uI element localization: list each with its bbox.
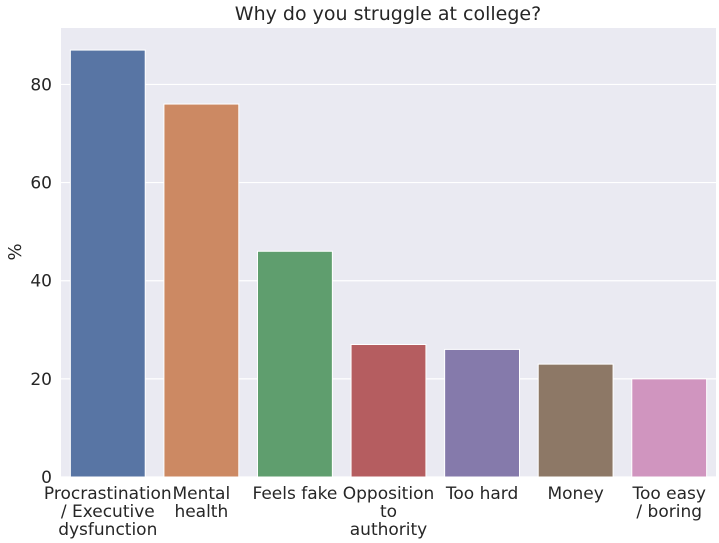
bar-2 — [163, 103, 240, 478]
bars — [69, 49, 708, 478]
y-tick-label: 0 — [41, 468, 52, 488]
x-tick-label: Feels fake — [252, 484, 337, 504]
y-tick-label: 60 — [30, 174, 52, 194]
x-tick-label-line: Too hard — [445, 484, 518, 504]
x-tick-labels: Procrastination / Executive dysfunctionMen… — [44, 484, 706, 540]
y-tick-label: 80 — [30, 75, 52, 95]
y-tick-labels: 0 20 40 60 80 — [30, 75, 52, 488]
x-tick-label-line: Feels fake — [252, 484, 337, 504]
x-tick-label-line: Procrastination — [44, 484, 172, 504]
bar-5 — [444, 348, 520, 478]
x-tick-label: Too easy / boring — [631, 484, 706, 522]
y-tick-label: 40 — [30, 272, 52, 292]
bar-3 — [257, 250, 333, 478]
bar-4 — [350, 344, 427, 478]
x-tick-label-line: authority — [350, 520, 427, 540]
x-tick-label: Money — [547, 484, 603, 504]
x-tick-label-line: Money — [547, 484, 603, 504]
x-tick-label: Opposition to authority — [343, 484, 435, 540]
x-tick-label: Procrastination / Executive dysfunction — [44, 484, 172, 540]
bar-6 — [537, 363, 614, 478]
x-tick-label-line: health — [174, 502, 228, 522]
x-tick-label-line: Mental — [172, 484, 230, 504]
y-tick-label: 20 — [30, 370, 52, 390]
bar-1 — [69, 49, 146, 478]
chart-title: Why do you struggle at college? — [235, 3, 541, 25]
x-tick-label-line: to — [380, 502, 397, 522]
x-tick-label-line: dysfunction — [58, 520, 157, 540]
x-tick-label-line: Opposition — [343, 484, 435, 504]
x-tick-label: Mental health — [172, 484, 230, 522]
x-tick-label: Too hard — [445, 484, 518, 504]
bar-7 — [631, 378, 708, 478]
y-axis-label: % — [5, 243, 26, 260]
x-tick-label-line: Too easy — [631, 484, 706, 504]
x-tick-label-line: / boring — [636, 502, 702, 522]
x-tick-label-line: / Executive — [61, 502, 155, 522]
